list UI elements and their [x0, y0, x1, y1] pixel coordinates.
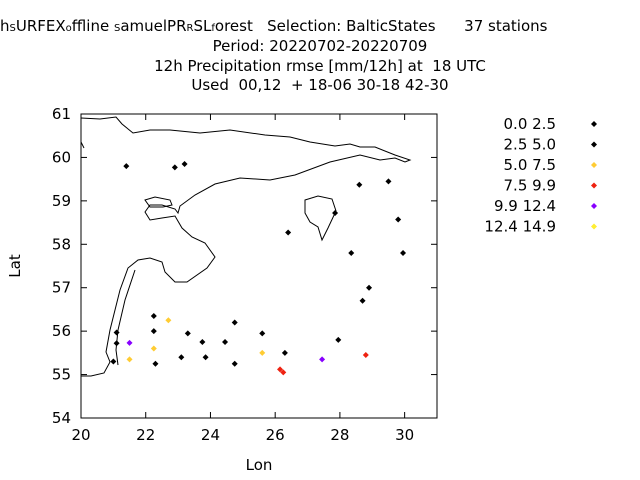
data-point — [171, 164, 178, 171]
legend-label: 5.0 7.5 — [504, 156, 556, 174]
data-point — [385, 178, 392, 185]
data-point — [181, 160, 188, 167]
y-tick-label: 58 — [52, 235, 71, 253]
data-point — [231, 319, 238, 326]
y-tick-label: 59 — [52, 192, 71, 210]
data-point — [152, 360, 159, 367]
data-point — [113, 329, 120, 336]
data-point — [356, 181, 363, 188]
y-tick-label: 55 — [52, 366, 71, 384]
x-axis-label: Lon — [246, 456, 273, 474]
data-point — [281, 349, 288, 356]
legend-label: 0.0 2.5 — [504, 115, 556, 133]
legend-marker — [591, 223, 597, 230]
data-point — [259, 349, 266, 356]
data-point — [126, 339, 133, 346]
data-point — [332, 210, 339, 217]
legend-marker — [591, 162, 597, 168]
data-point — [359, 297, 366, 304]
data-point — [277, 366, 284, 373]
chart-title-used: Used 00,12 + 18-06 30-18 42-30 — [191, 76, 449, 94]
data-point — [165, 317, 172, 324]
legend: 0.0 2.5 2.5 5.0 5.0 7.5 7.5 9.9 9.9 12.4 12.4… — [484, 115, 597, 236]
legend-marker — [591, 121, 597, 127]
data-point — [150, 312, 157, 319]
data-point — [178, 354, 185, 361]
plot-axes: 20 22 24 26 28 30 54 55 56 57 58 59 60 61 Lon Lat — [6, 105, 438, 474]
data-point — [395, 216, 402, 223]
data-point — [110, 358, 117, 365]
legend-label: 12.4 14.9 — [484, 218, 556, 236]
data-point — [150, 345, 157, 352]
x-tick-label: 28 — [330, 426, 349, 444]
data-point — [202, 354, 209, 361]
chart-title-period: Period: 20220702-20220709 — [212, 37, 428, 55]
legend-label: 2.5 5.0 — [504, 136, 556, 154]
x-tick-label: 24 — [201, 426, 220, 444]
chart-title-line-1: hSURFEXoffline SamuelPRRSLforest Selecti… — [0, 17, 548, 35]
x-tick-label: 26 — [266, 426, 285, 444]
data-point — [113, 340, 120, 347]
legend-label: 7.5 9.9 — [504, 177, 556, 195]
data-point — [126, 356, 133, 363]
x-tick-label: 30 — [395, 426, 414, 444]
data-point — [123, 163, 130, 170]
plot-frame — [80, 113, 438, 419]
legend-marker — [591, 182, 597, 189]
data-point — [366, 284, 373, 291]
chart-title-variable: 12h Precipitation rmse [mm/12h] at 18 UT… — [154, 57, 486, 75]
y-tick-label: 61 — [52, 105, 71, 123]
data-point — [400, 249, 407, 256]
y-tick-label: 54 — [52, 409, 71, 427]
legend-label: 9.9 12.4 — [494, 197, 556, 215]
data-point — [222, 339, 229, 345]
y-tick-label: 56 — [52, 322, 71, 340]
legend-marker — [591, 141, 597, 148]
y-tick-label: 60 — [52, 148, 71, 166]
scatter-points — [110, 160, 407, 376]
legend-marker — [591, 203, 597, 209]
data-point — [259, 330, 266, 337]
data-point — [348, 249, 355, 256]
data-point — [319, 356, 326, 363]
data-point — [184, 330, 191, 337]
data-point — [231, 360, 238, 367]
data-point — [335, 336, 342, 343]
data-point — [285, 229, 292, 236]
data-point — [199, 339, 206, 345]
x-tick-label: 20 — [71, 426, 90, 444]
x-tick-label: 22 — [136, 426, 155, 444]
data-point — [280, 369, 287, 376]
coastline — [80, 116, 412, 377]
y-axis-label: Lat — [6, 254, 24, 278]
data-point — [362, 352, 369, 359]
data-point — [150, 328, 157, 335]
y-tick-label: 57 — [52, 279, 71, 297]
